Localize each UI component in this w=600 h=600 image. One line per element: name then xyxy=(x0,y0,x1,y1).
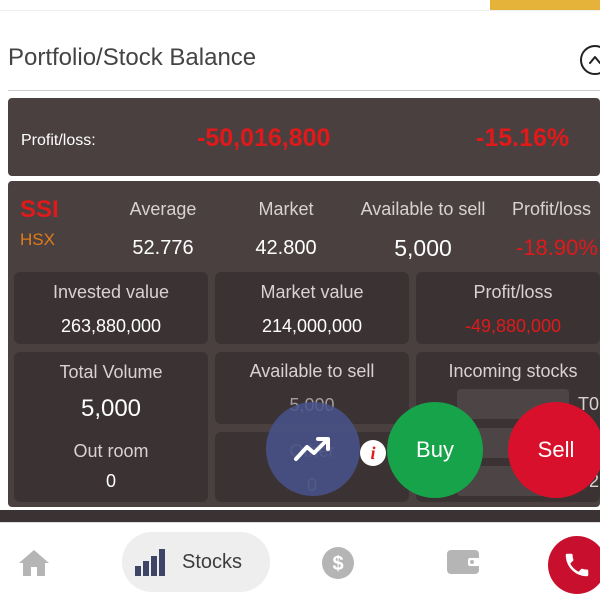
buy-button[interactable]: Buy xyxy=(387,402,483,498)
section-divider xyxy=(8,90,600,91)
top-accent-bar xyxy=(490,0,600,10)
stock-profit-loss-value: -18.90% xyxy=(516,235,598,260)
out-room-label: Out room xyxy=(73,441,149,461)
info-icon: i xyxy=(370,442,376,463)
total-profit-loss-amount: -50,016,800 xyxy=(197,124,331,152)
incoming-stocks-label: Incoming stocks xyxy=(448,361,578,381)
profit-loss-card-label: Profit/loss xyxy=(473,282,553,302)
next-panel-edge xyxy=(0,510,600,522)
available-to-sell-label: Available to sell xyxy=(360,199,486,219)
bar-chart-icon xyxy=(135,549,165,576)
invested-value-value: 263,880,000 xyxy=(60,316,162,336)
market-price-value: 42.800 xyxy=(255,237,317,259)
available-to-sell-value: 5,000 xyxy=(394,235,452,261)
dollar-circle-icon: $ xyxy=(322,547,354,579)
home-icon xyxy=(19,550,49,576)
available-to-sell-card-label: Available to sell xyxy=(249,361,375,381)
section-title: Portfolio/Stock Balance xyxy=(8,44,257,71)
svg-text:$: $ xyxy=(332,553,343,575)
average-label: Average xyxy=(129,199,197,219)
buy-button-label: Buy xyxy=(416,437,454,462)
collapse-button[interactable] xyxy=(580,45,600,75)
info-button[interactable]: i xyxy=(360,440,386,466)
call-button[interactable] xyxy=(548,536,600,594)
chart-trend-button[interactable] xyxy=(266,402,360,496)
top-divider xyxy=(0,10,600,11)
profit-loss-card xyxy=(416,272,600,344)
total-volume-value: 5,000 xyxy=(80,395,142,422)
total-profit-loss-panel xyxy=(8,98,600,176)
profit-loss-card-value: -49,880,000 xyxy=(464,316,562,336)
stock-exchange: HSX xyxy=(20,230,55,249)
market-value-card xyxy=(215,272,409,344)
nav-money[interactable]: $ xyxy=(320,545,356,581)
total-volume-label: Total Volume xyxy=(59,362,163,382)
total-profit-loss-percent: -15.16% xyxy=(476,124,570,152)
nav-home[interactable] xyxy=(14,543,54,583)
chevron-up-icon xyxy=(589,56,600,64)
total-volume-card xyxy=(14,352,208,502)
out-room-value: 0 xyxy=(105,471,116,491)
average-value: 52.776 xyxy=(132,237,194,259)
sell-button[interactable]: Sell xyxy=(508,402,600,498)
invested-value-card xyxy=(14,272,208,344)
bottom-navigation xyxy=(0,522,600,600)
nav-wallet[interactable] xyxy=(444,545,484,579)
market-value-label: Market value xyxy=(260,282,364,302)
stock-profit-loss-label: Profit/loss xyxy=(512,199,592,219)
incoming-t0-label: T0 xyxy=(578,394,600,414)
total-profit-loss-label: Profit/loss: xyxy=(21,132,96,149)
invested-value-label: Invested value xyxy=(52,282,170,302)
wallet-icon xyxy=(447,550,480,574)
market-price-label: Market xyxy=(258,199,314,219)
phone-icon xyxy=(565,553,589,577)
sell-button-label: Sell xyxy=(537,437,575,462)
nav-stocks-label: Stocks xyxy=(182,551,243,573)
trending-up-icon xyxy=(294,437,330,461)
market-value-value: 214,000,000 xyxy=(261,316,363,336)
stock-symbol: SSI xyxy=(20,196,59,223)
